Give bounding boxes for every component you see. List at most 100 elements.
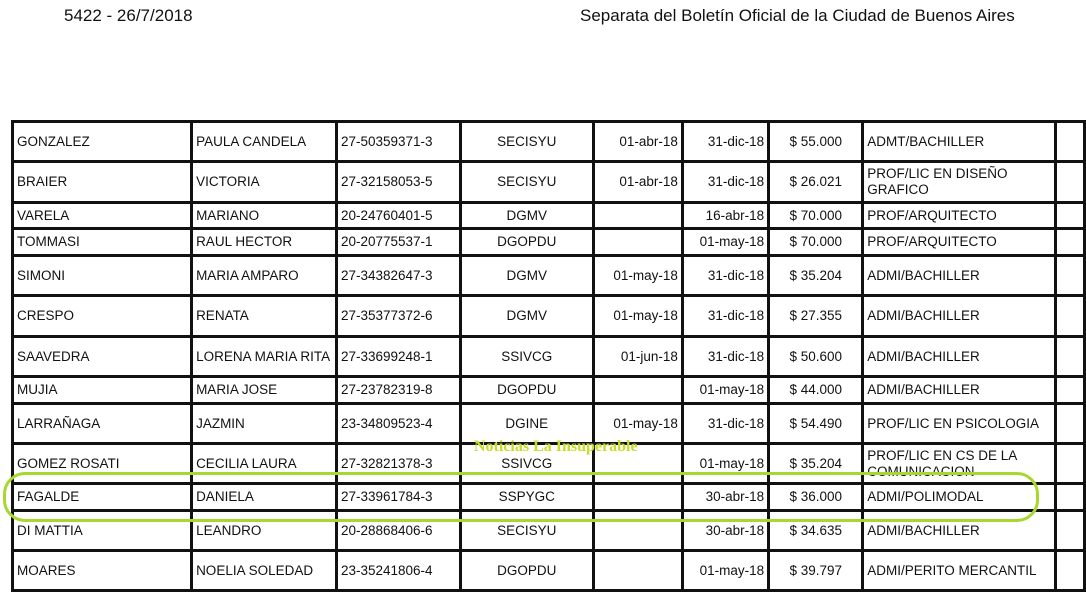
cell-start-date: 01-may-18: [591, 294, 684, 338]
cell-cuit: 27-33699248-1: [334, 335, 462, 378]
cell-start-date: 01-jun-18: [591, 335, 684, 378]
cell-end-date: 31-dic-18: [680, 294, 771, 338]
table-row: SAAVEDRA LORENA MARIA RITA 27-33699248-1 SS…: [10, 335, 1086, 378]
cell-agency: SECISYU: [458, 509, 595, 552]
cell-empty: [1054, 201, 1086, 230]
cell-start-date: [591, 482, 684, 512]
cell-agency: DGMV: [458, 254, 595, 297]
cell-end-date: 31-dic-18: [680, 160, 771, 204]
cell-first-name: DANIELA: [190, 482, 338, 512]
cell-surname: BRAIER: [10, 160, 194, 204]
cell-amount: $ 55.000: [767, 120, 865, 163]
cell-amount: $ 54.490: [767, 402, 865, 445]
cell-start-date: [591, 549, 684, 592]
cell-amount: $ 70.000: [767, 227, 865, 257]
table-row: VARELA MARIANO 20-24760401-5 DGMV 16-abr-18 $…: [10, 201, 1086, 230]
cell-surname: VARELA: [10, 201, 194, 230]
cell-start-date: [591, 375, 684, 405]
cell-amount: $ 27.355: [767, 294, 865, 338]
cell-surname: GONZALEZ: [10, 120, 194, 163]
cell-empty: [1054, 120, 1086, 163]
cell-agency: SSIVCG: [458, 335, 595, 378]
cell-profile: ADMI/BACHILLER: [861, 294, 1058, 338]
cell-profile: ADMT/BACHILLER: [861, 120, 1058, 163]
cell-first-name: VICTORIA: [190, 160, 338, 204]
cell-end-date: 31-dic-18: [680, 120, 771, 163]
personnel-table: GONZALEZ PAULA CANDELA 27-50359371-3 SECISY…: [10, 120, 1086, 592]
cell-surname: CRESPO: [10, 294, 194, 338]
cell-cuit: 20-20775537-1: [334, 227, 462, 257]
cell-start-date: [591, 442, 684, 485]
table-row: SIMONI MARIA AMPARO 27-34382647-3 DGMV 01-ma…: [10, 254, 1086, 297]
cell-first-name: CECILIA LAURA: [190, 442, 338, 485]
cell-surname: MUJIA: [10, 375, 194, 405]
cell-first-name: NOELIA SOLEDAD: [190, 549, 338, 592]
cell-first-name: RAUL HECTOR: [190, 227, 338, 257]
cell-surname: MOARES: [10, 549, 194, 592]
cell-first-name: PAULA CANDELA: [190, 120, 338, 163]
cell-profile: PROF/LIC EN PSICOLOGIA: [861, 402, 1058, 445]
cell-profile: ADMI/BACHILLER: [861, 509, 1058, 552]
cell-first-name: LORENA MARIA RITA: [190, 335, 338, 378]
cell-surname: LARRAÑAGA: [10, 402, 194, 445]
cell-agency: SSPYGC: [458, 482, 595, 512]
cell-surname: SAAVEDRA: [10, 335, 194, 378]
cell-profile: ADMI/BACHILLER: [861, 335, 1058, 378]
table-row: GOMEZ ROSATI CECILIA LAURA 27-32821378-3 SS…: [10, 442, 1086, 485]
cell-agency: SECISYU: [458, 120, 595, 163]
cell-empty: [1054, 402, 1086, 445]
cell-start-date: [591, 201, 684, 230]
cell-first-name: LEANDRO: [190, 509, 338, 552]
cell-surname: SIMONI: [10, 254, 194, 297]
cell-surname: GOMEZ ROSATI: [10, 442, 194, 485]
cell-agency: DGOPDU: [458, 549, 595, 592]
cell-first-name: MARIANO: [190, 201, 338, 230]
cell-empty: [1054, 335, 1086, 378]
cell-start-date: 01-abr-18: [591, 160, 684, 204]
cell-profile: ADMI/BACHILLER: [861, 375, 1058, 405]
watermark: Noticias La Insuperable: [474, 438, 638, 455]
cell-cuit: 27-33961784-3: [334, 482, 462, 512]
cell-agency: DGMV: [458, 201, 595, 230]
cell-agency: SECISYU: [458, 160, 595, 204]
cell-empty: [1054, 442, 1086, 485]
table-row: TOMMASI RAUL HECTOR 20-20775537-1 DGOPDU 01-…: [10, 227, 1086, 257]
cell-amount: $ 70.000: [767, 201, 865, 230]
table-row: FAGALDE DANIELA 27-33961784-3 SSPYGC 30-abr-…: [10, 482, 1086, 512]
table-row: BRAIER VICTORIA 27-32158053-5 SECISYU 01-abr…: [10, 160, 1086, 204]
cell-first-name: MARIA AMPARO: [190, 254, 338, 297]
cell-surname: FAGALDE: [10, 482, 194, 512]
cell-end-date: 31-dic-18: [680, 254, 771, 297]
publication-title: Separata del Boletín Oficial de la Ciuda…: [580, 6, 1015, 25]
cell-empty: [1054, 482, 1086, 512]
cell-agency: SSIVCG: [458, 442, 595, 485]
cell-start-date: 01-may-18: [591, 402, 684, 445]
cell-end-date: 31-dic-18: [680, 402, 771, 445]
cell-end-date: 30-abr-18: [680, 482, 771, 512]
cell-first-name: JAZMIN: [190, 402, 338, 445]
cell-amount: $ 35.204: [767, 254, 865, 297]
table-row: CRESPO RENATA 27-35377372-6 DGMV 01-may-18 31…: [10, 294, 1086, 338]
cell-amount: $ 44.000: [767, 375, 865, 405]
cell-end-date: 01-may-18: [680, 549, 771, 592]
cell-empty: [1054, 160, 1086, 204]
cell-cuit: 27-50359371-3: [334, 120, 462, 163]
cell-start-date: 01-may-18: [591, 254, 684, 297]
cell-empty: [1054, 227, 1086, 257]
cell-profile: PROF/LIC EN CS DE LA COMUNICACION: [861, 442, 1058, 485]
cell-cuit: 20-24760401-5: [334, 201, 462, 230]
table-row: MUJIA MARIA JOSE 27-23782319-8 DGOPDU 01-may…: [10, 375, 1086, 405]
cell-cuit: 23-34809523-4: [334, 402, 462, 445]
cell-start-date: [591, 509, 684, 552]
cell-profile: ADMI/PERITO MERCANTIL: [861, 549, 1058, 592]
cell-profile: ADMI/POLIMODAL: [861, 482, 1058, 512]
cell-agency: DGOPDU: [458, 227, 595, 257]
bulletin-number-date: 5422 - 26/7/2018: [64, 6, 193, 25]
cell-empty: [1054, 254, 1086, 297]
cell-end-date: 31-dic-18: [680, 335, 771, 378]
cell-agency: DGINE: [458, 402, 595, 445]
cell-cuit: 23-35241806-4: [334, 549, 462, 592]
cell-cuit: 20-28868406-6: [334, 509, 462, 552]
cell-empty: [1054, 294, 1086, 338]
cell-end-date: 01-may-18: [680, 442, 771, 485]
